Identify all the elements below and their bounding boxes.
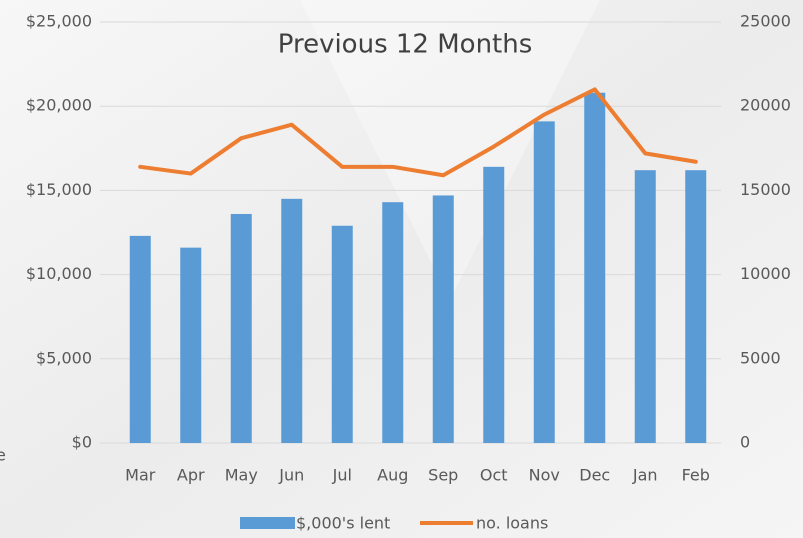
legend-label: no. loans: [476, 514, 548, 533]
bar: [432, 195, 454, 443]
x-tick-label: Oct: [480, 466, 508, 485]
bar: [634, 170, 656, 443]
legend-label: $,000's lent: [296, 514, 390, 533]
legend-swatch: [240, 517, 295, 529]
x-tick-label: Dec: [579, 466, 610, 485]
y2-tick-label: 0: [740, 433, 750, 452]
y2-tick-label: 10000: [740, 264, 791, 283]
background-shape: [300, 0, 600, 300]
y-tick-label: $25,000: [26, 12, 92, 31]
y2-tick-label: 15000: [740, 180, 791, 199]
y2-tick-label: 25000: [740, 12, 791, 31]
y2-tick-label: 20000: [740, 96, 791, 115]
x-tick-label: Nov: [529, 466, 560, 485]
x-tick-label: Mar: [125, 466, 156, 485]
y-tick-label: $20,000: [26, 96, 92, 115]
chart-title: Previous 12 Months: [278, 30, 533, 60]
y2-tick-label: 5000: [740, 348, 781, 367]
bar: [230, 213, 252, 443]
bar: [584, 92, 606, 443]
bar: [129, 235, 151, 443]
y-tick-label: $10,000: [26, 264, 92, 283]
x-tick-label: Aug: [377, 466, 408, 485]
bar: [533, 121, 555, 443]
x-tick-label: Sep: [428, 466, 458, 485]
x-tick-label: Jan: [632, 466, 658, 485]
x-tick-label: May: [225, 466, 258, 485]
y-tick-label: $15,000: [26, 180, 92, 199]
line: [138, 87, 698, 178]
x-tick-label: Apr: [177, 466, 205, 485]
bar: [483, 166, 505, 443]
x-tick-label: Feb: [682, 466, 710, 485]
bar: [331, 225, 353, 443]
x-tick-label: Jun: [278, 466, 304, 485]
bar: [685, 170, 707, 443]
background-text: e: [0, 446, 6, 465]
y-tick-label: $0: [72, 433, 92, 452]
bar: [281, 198, 303, 443]
x-tick-label: Jul: [332, 466, 352, 485]
bar: [180, 247, 202, 443]
bar: [382, 202, 404, 443]
y-tick-label: $5,000: [36, 348, 92, 367]
